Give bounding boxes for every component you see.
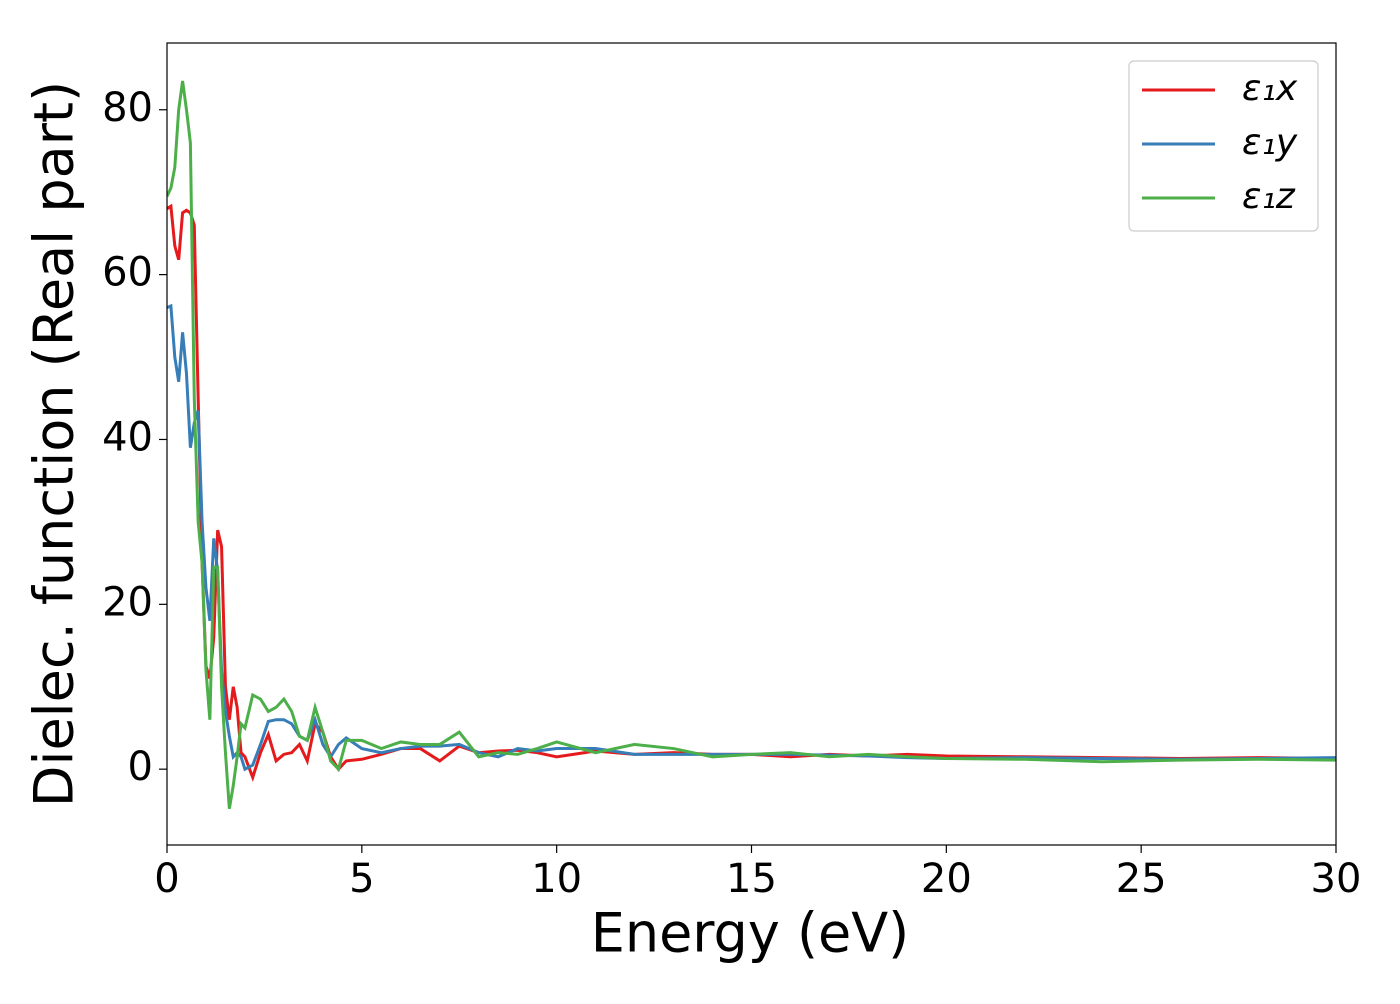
y-tick-label: 80 [102, 85, 153, 131]
x-tick-label: 20 [921, 856, 972, 902]
legend-box [1128, 60, 1319, 232]
legend: ε₁x ε₁y ε₁z [1128, 60, 1319, 232]
y-tick-label: 60 [102, 250, 153, 296]
x-tick-label: 10 [531, 856, 582, 902]
y-axis-label: Dielec. function (Real part) [23, 81, 86, 807]
legend-label: ε₁z [1242, 176, 1296, 217]
x-tick-label: 30 [1311, 856, 1362, 902]
legend-label: ε₁x [1242, 68, 1298, 109]
series-line [167, 303, 1336, 772]
series-line [167, 80, 1336, 809]
y-tick-label: 20 [102, 579, 153, 625]
x-tick-label: 15 [726, 856, 777, 902]
x-tick-label: 25 [1116, 856, 1167, 902]
y-tick-label: 0 [128, 744, 153, 790]
x-tick-label: 5 [349, 856, 374, 902]
series-line [167, 203, 1336, 782]
y-tick-label: 40 [102, 414, 153, 460]
x-axis-label: Energy (eV) [591, 902, 910, 965]
legend-label: ε₁y [1242, 122, 1298, 163]
x-tick-label: 0 [154, 856, 179, 902]
